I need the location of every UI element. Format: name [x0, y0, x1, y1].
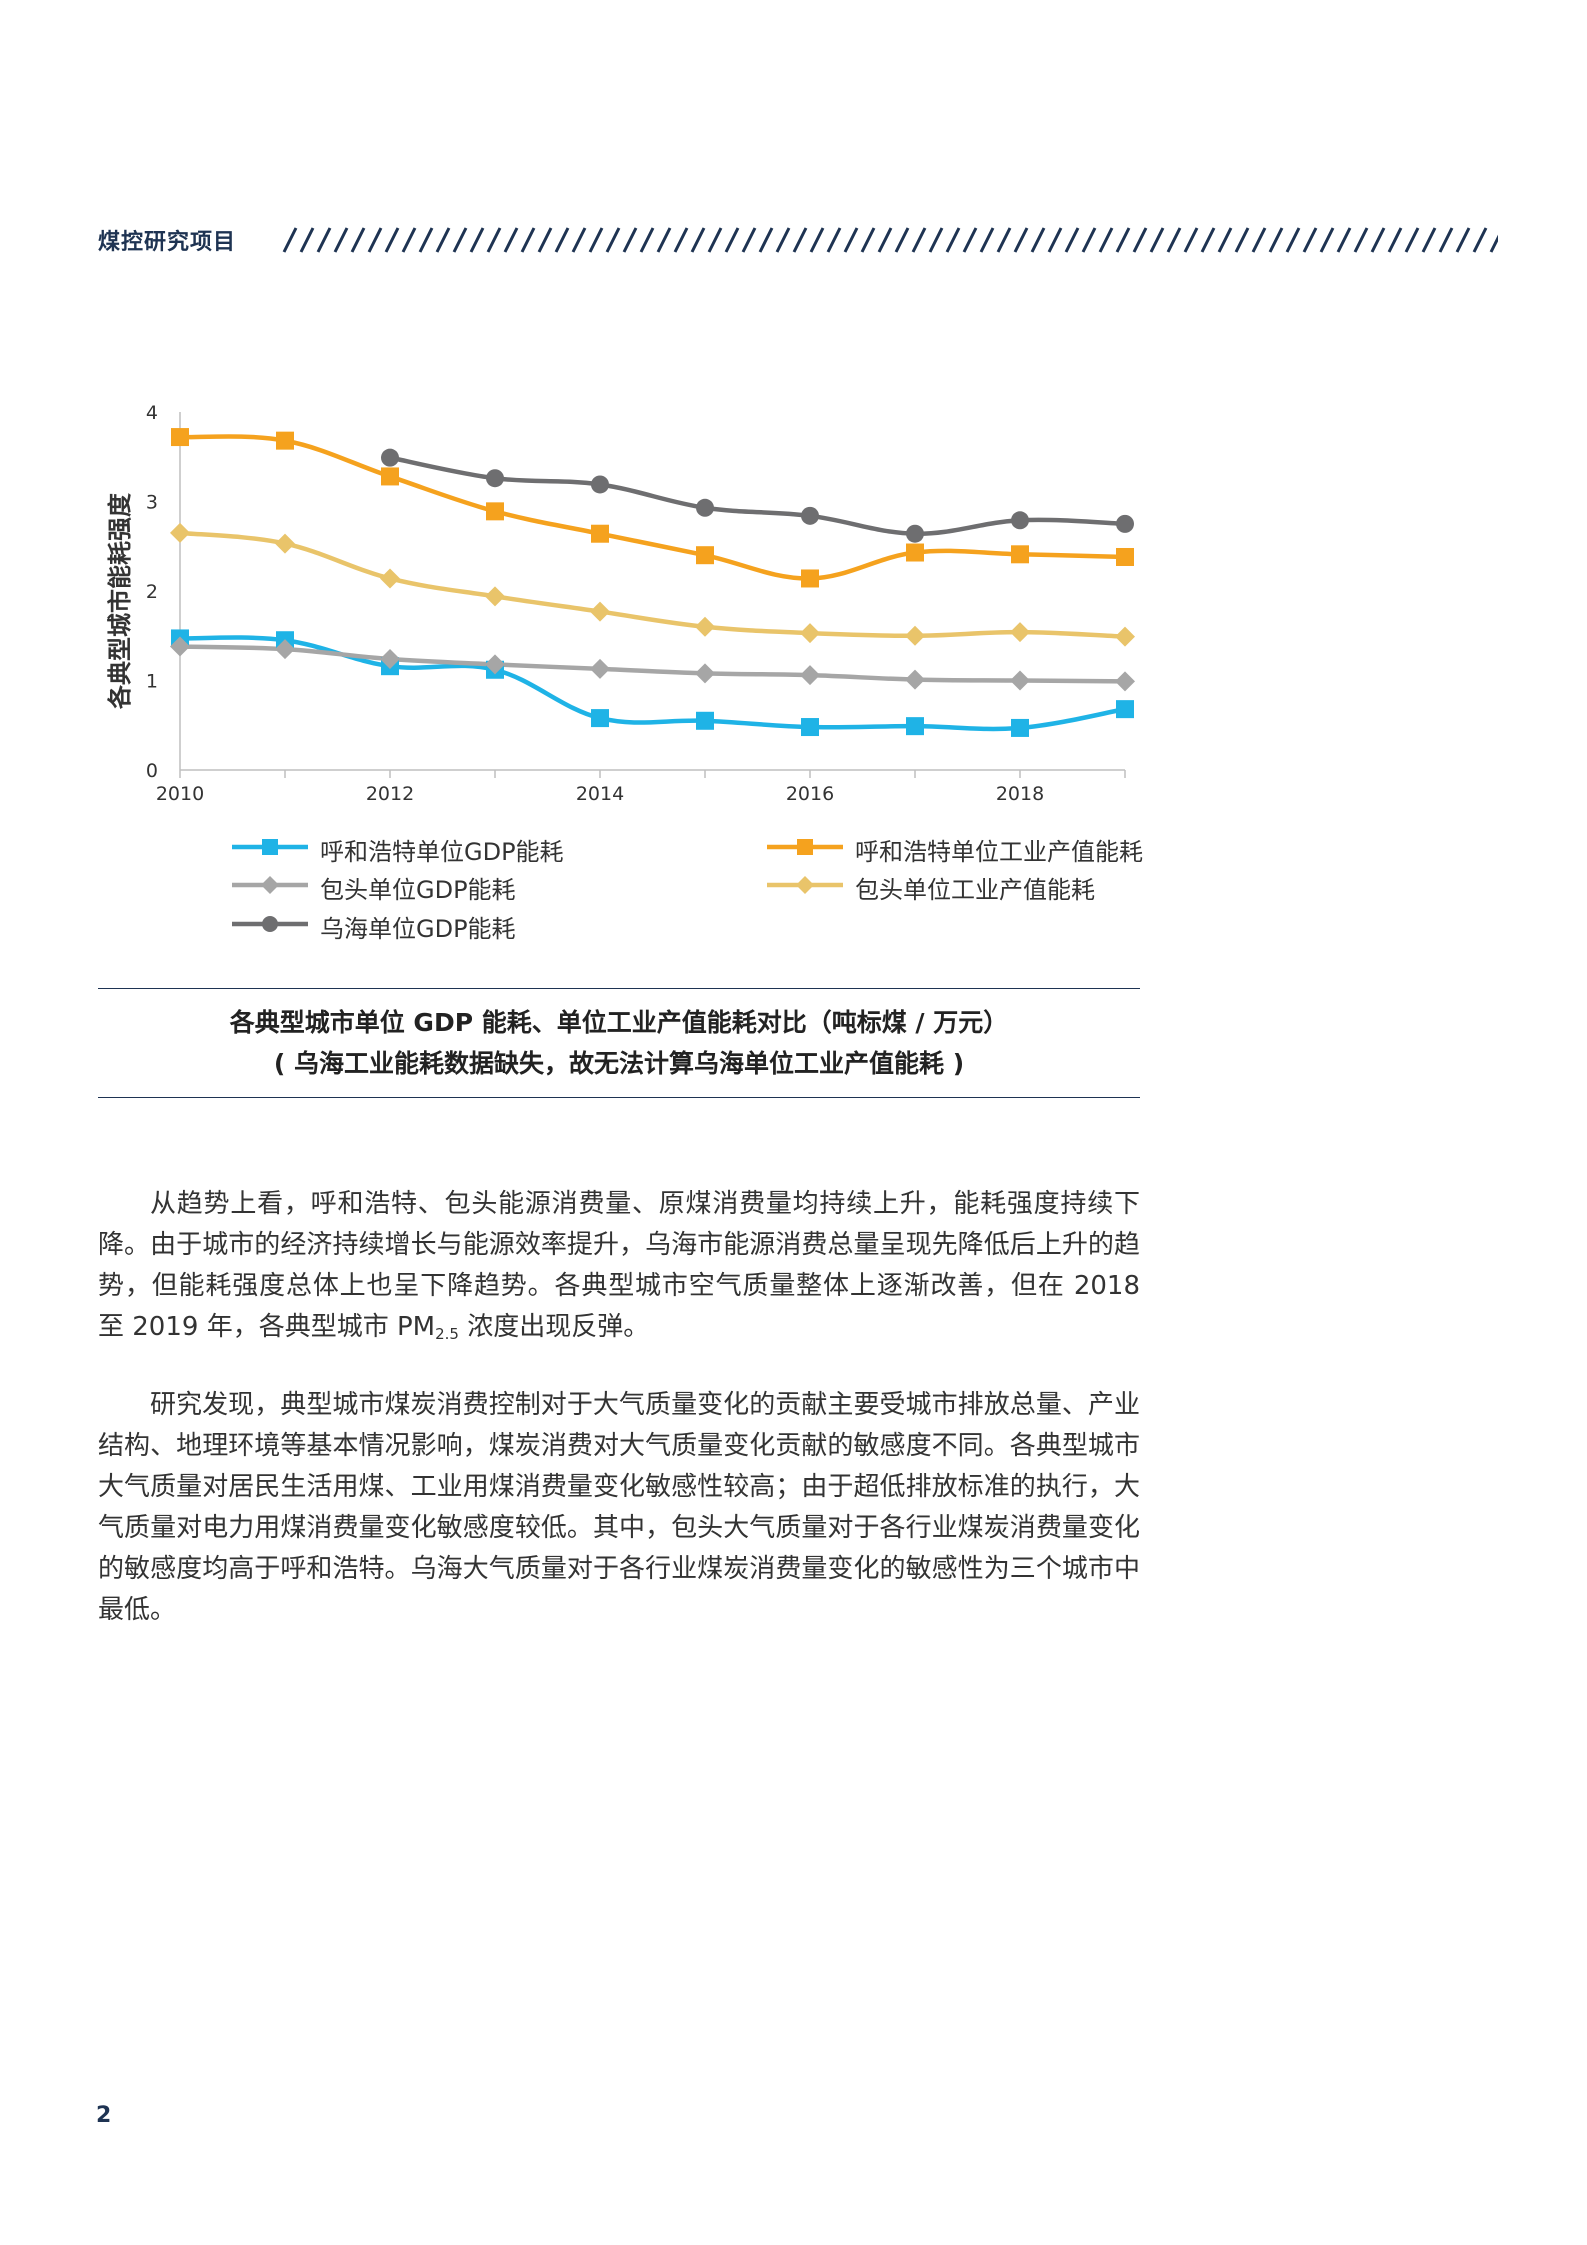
page-number: 2: [96, 2103, 112, 2128]
series-3-point: [170, 522, 190, 543]
x-tick-label: 2010: [156, 783, 204, 805]
series-4-point: [906, 524, 924, 543]
series-1-point: [801, 569, 819, 588]
series-2-point: [380, 649, 400, 670]
legend-label: 呼和浩特单位工业产值能耗: [855, 838, 1143, 866]
y-tick-label: 4: [146, 402, 158, 424]
chart-canvas: 0 1 2 3 4 2010 2012 2014 2016 2018 各典型城市能耗强度: [106, 402, 1135, 805]
series-2-point: [800, 665, 820, 686]
legend-swatch: [232, 876, 308, 894]
series-line-3: [179, 530, 1126, 639]
series-3-point: [590, 601, 610, 622]
series-0-point: [1011, 718, 1029, 737]
x-tick-label: 2012: [366, 783, 414, 805]
series-2-point: [905, 669, 925, 690]
series-1-point: [381, 467, 399, 486]
series-4-point: [801, 506, 819, 525]
series-0-point: [696, 711, 714, 730]
caption-line-1: 各典型城市单位 GDP 能耗、单位工业产值能耗对比（吨标煤 / 万元）: [229, 1008, 1009, 1037]
series-3-point: [905, 625, 925, 646]
series-3-point: [1115, 626, 1135, 647]
x-tick-label: 2014: [576, 783, 624, 805]
caption-line-2: ( 乌海工业能耗数据缺失，故无法计算乌海单位工业产值能耗 ): [273, 1049, 965, 1078]
chart-caption: 各典型城市单位 GDP 能耗、单位工业产值能耗对比（吨标煤 / 万元） ( 乌海…: [98, 988, 1140, 1098]
series-2-point: [170, 636, 190, 657]
series-4-point: [486, 469, 504, 488]
paragraph-findings-text: 研究发现，典型城市煤炭消费控制对于大气质量变化的贡献主要受城市排放总量、产业结构…: [98, 1390, 1140, 1625]
series-0-point: [801, 718, 819, 737]
series-1-point: [171, 428, 189, 447]
series-3-point: [1010, 622, 1030, 643]
series-1-point: [1011, 545, 1029, 564]
x-tick-label: 2018: [996, 783, 1044, 805]
legend-swatch-marker: [796, 876, 814, 894]
paragraph-trend: 从趋势上看，呼和浩特、包头能源消费量、原煤消费量均持续上升，能耗强度持续下降。由…: [98, 1184, 1140, 1355]
y-axis-label: 各典型城市能耗强度: [106, 492, 134, 710]
series-2-point: [695, 663, 715, 684]
y-tick-label: 2: [146, 581, 158, 603]
series-0-point: [591, 709, 609, 728]
series-4-point: [1116, 514, 1134, 533]
series-4-point: [1011, 511, 1029, 530]
series-1-point: [276, 431, 294, 450]
series-line-1: [179, 434, 1126, 581]
legend-label: 包头单位GDP能耗: [320, 876, 516, 904]
legend-swatch: [767, 876, 843, 894]
legend-swatch-marker: [797, 839, 813, 855]
series-1-point: [1116, 547, 1134, 566]
paragraph-trend-end: 浓度出现反弹。: [458, 1312, 650, 1342]
series-1-point: [591, 524, 609, 543]
series-2-point: [590, 658, 610, 679]
series-2-point: [1115, 671, 1135, 692]
paragraph-trend-text: 从趋势上看，呼和浩特、包头能源消费量、原煤消费量均持续上升，能耗强度持续下降。由…: [98, 1189, 1140, 1342]
series-4-point: [591, 475, 609, 494]
series-1-point: [486, 502, 504, 521]
series-2-point: [1010, 670, 1030, 691]
y-tick-label: 1: [146, 671, 158, 693]
legend-label: 呼和浩特单位GDP能耗: [320, 838, 564, 866]
energy-intensity-chart: 0 1 2 3 4 2010 2012 2014 2016 2018 各典型城市能耗强度 呼和浩特单…: [98, 390, 1158, 970]
series-3-point: [800, 623, 820, 644]
series-line-4: [389, 455, 1126, 536]
pm-subscript: 2.5: [435, 1325, 459, 1343]
series-line-2: [179, 644, 1126, 684]
series-3-point: [380, 568, 400, 589]
x-tick-label: 2016: [786, 783, 834, 805]
y-tick-label: 0: [146, 760, 158, 782]
legend-swatch-marker: [262, 839, 278, 855]
legend-swatch: [767, 839, 843, 855]
legend-swatch: [232, 839, 308, 855]
series-3-point: [485, 586, 505, 607]
series-0-point: [1116, 700, 1134, 719]
series-2-point: [275, 639, 295, 660]
paragraph-findings: 研究发现，典型城市煤炭消费控制对于大气质量变化的贡献主要受城市排放总量、产业结构…: [98, 1385, 1140, 1631]
legend-swatch: [232, 916, 308, 932]
legend-label: 乌海单位GDP能耗: [320, 915, 516, 943]
series-0-point: [906, 717, 924, 736]
legend-swatch-marker: [262, 916, 278, 932]
series-4-point: [381, 448, 399, 467]
legend-swatch-marker: [261, 876, 279, 894]
legend-label: 包头单位工业产值能耗: [855, 876, 1095, 904]
series-2-point: [485, 654, 505, 675]
series-3-point: [695, 616, 715, 637]
y-tick-label: 3: [146, 492, 158, 514]
series-1-point: [696, 546, 714, 565]
header-hatch-decoration: [282, 227, 1498, 253]
header-title: 煤控研究项目: [98, 230, 237, 255]
series-1-point: [906, 543, 924, 562]
series-3-point: [275, 533, 295, 554]
series-4-point: [696, 498, 714, 517]
